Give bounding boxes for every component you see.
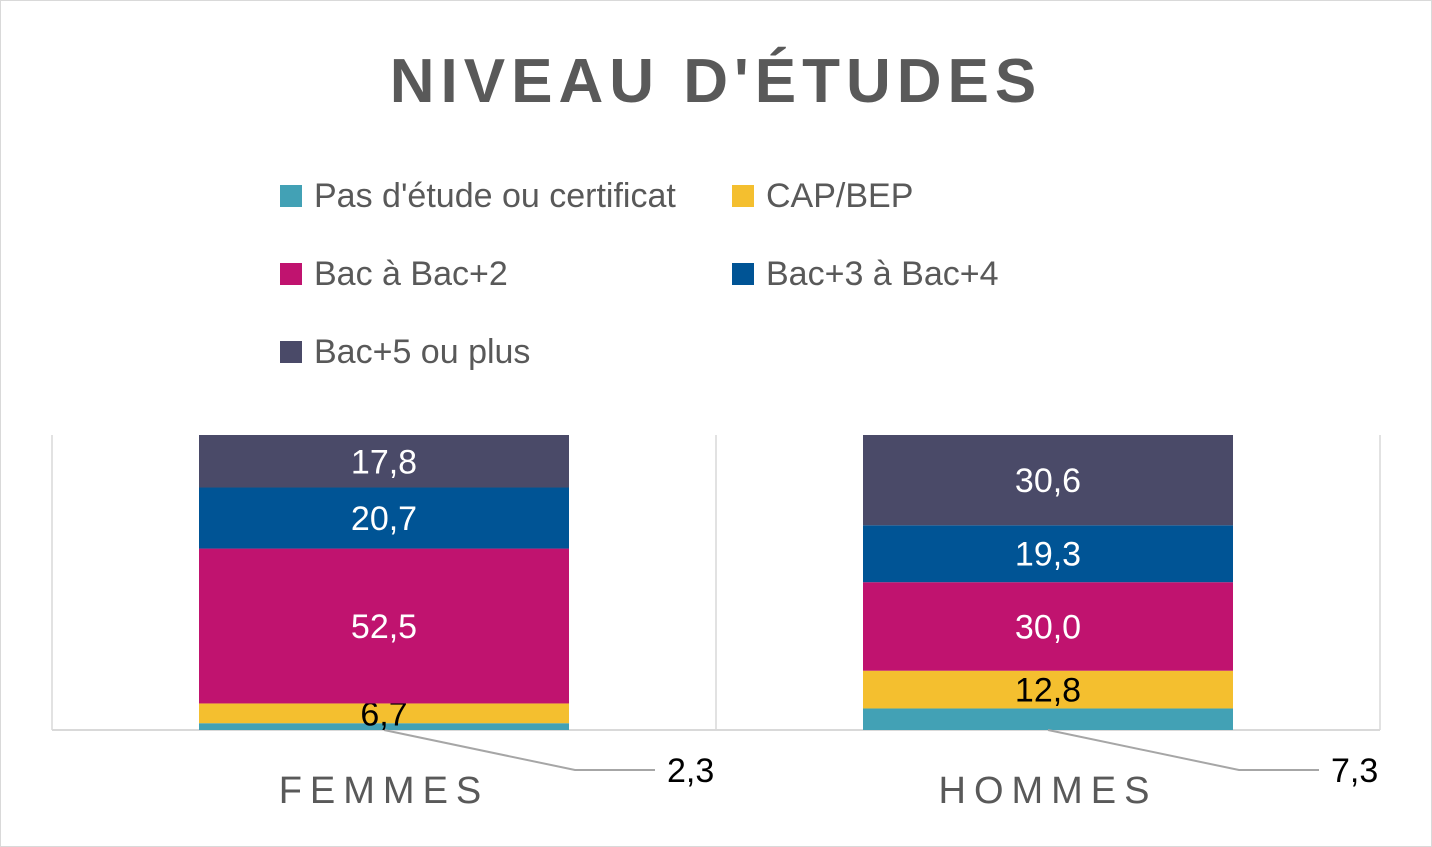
legend-label: Pas d'étude ou certificat — [314, 176, 676, 215]
bar-segment — [199, 723, 569, 730]
legend-item-pas-d-etude: Pas d'étude ou certificat — [280, 176, 676, 216]
data-label: 12,8 — [1015, 672, 1081, 710]
bar-segment — [863, 708, 1233, 730]
legend-swatch — [280, 263, 302, 285]
legend-label: CAP/BEP — [766, 176, 914, 215]
bar-segment — [863, 670, 1233, 709]
leader-line — [1047, 729, 1319, 771]
legend-item-bac5-plus: Bac+5 ou plus — [280, 332, 530, 372]
legend-swatch — [732, 185, 754, 207]
legend-item-cap-bep: CAP/BEP — [732, 176, 913, 216]
data-label: 52,5 — [351, 608, 417, 646]
category-label: FEMMES — [279, 770, 490, 812]
data-label: 7,3 — [1331, 752, 1378, 790]
data-label: 30,6 — [1015, 462, 1081, 500]
bar-segment — [863, 582, 1233, 671]
legend-label: Bac+5 ou plus — [314, 332, 531, 371]
legend-swatch — [732, 263, 754, 285]
bar-segment — [199, 487, 569, 549]
legend-item-bac3-bac4: Bac+3 à Bac+4 — [732, 254, 999, 294]
legend-swatch — [280, 341, 302, 363]
legend-swatch — [280, 185, 302, 207]
chart-title: NIVEAU D'ÉTUDES — [389, 47, 1043, 116]
bar-segment — [199, 548, 569, 704]
leader-line — [383, 729, 655, 771]
data-label: 30,0 — [1015, 608, 1081, 646]
legend-item-bac-bac2: Bac à Bac+2 — [280, 254, 508, 294]
data-label: 2,3 — [667, 752, 714, 790]
category-label: HOMMES — [939, 770, 1158, 812]
bar-segment — [863, 435, 1233, 526]
bar-segment — [199, 703, 569, 724]
data-label: 17,8 — [351, 443, 417, 481]
bar-segment — [199, 435, 569, 488]
legend-label: Bac+3 à Bac+4 — [766, 254, 999, 293]
legend-label: Bac à Bac+2 — [314, 254, 508, 293]
bar-segment — [863, 525, 1233, 583]
data-label: 19,3 — [1015, 536, 1081, 574]
data-label: 20,7 — [351, 500, 417, 538]
